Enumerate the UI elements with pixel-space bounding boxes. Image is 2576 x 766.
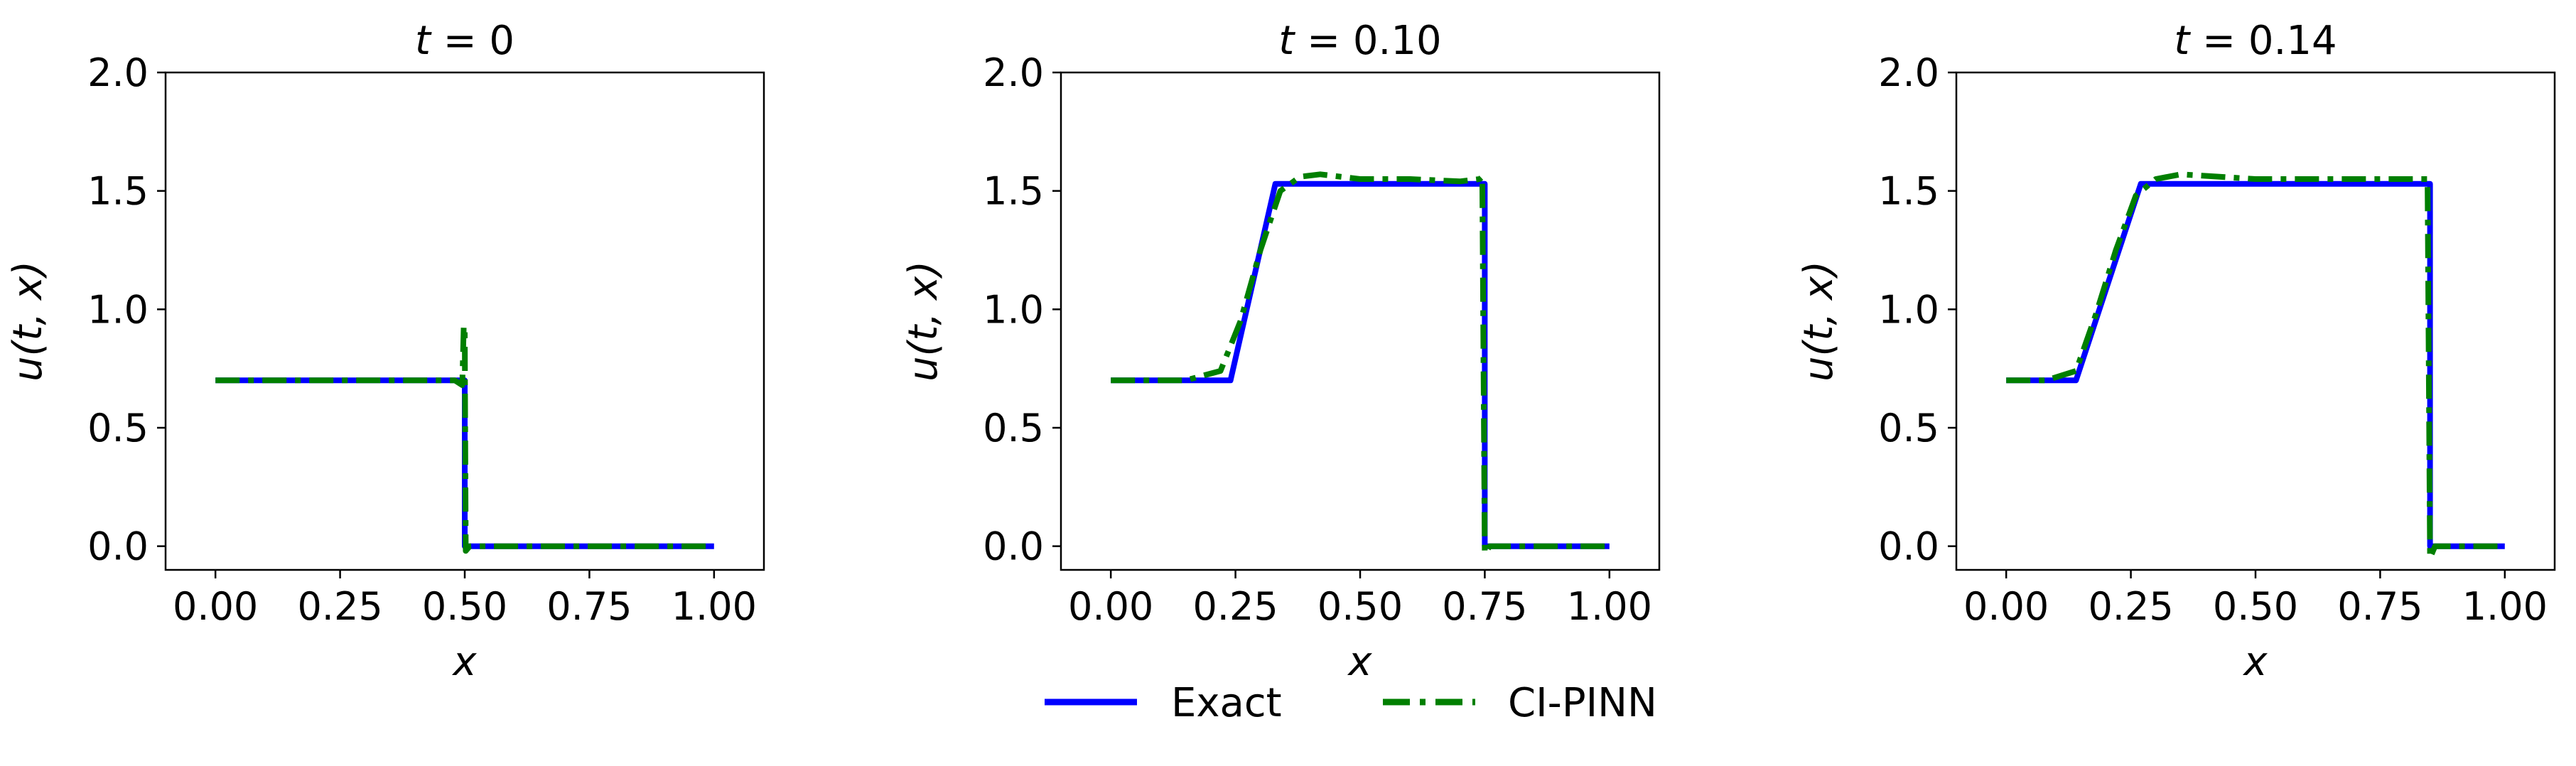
y-tick-label: 1.0 xyxy=(983,287,1044,332)
y-tick-label: 2.0 xyxy=(1878,50,1939,95)
series-line-ci-pinn xyxy=(1111,171,1610,556)
x-tick-label: 0.25 xyxy=(297,584,382,629)
series-line-ci-pinn xyxy=(2006,171,2505,561)
y-tick-label: 0.5 xyxy=(1878,406,1939,451)
y-tick-label: 0.5 xyxy=(983,406,1044,451)
x-axis-label: x xyxy=(2242,639,2268,685)
chart-title: t = 0.10 xyxy=(1278,18,1441,64)
x-tick-label: 1.00 xyxy=(672,584,757,629)
plot-frame xyxy=(1955,71,2556,571)
series-line-exact xyxy=(1111,180,1610,549)
y-axis-label: u(t, x) xyxy=(5,261,51,382)
y-tick-label: 2.0 xyxy=(983,50,1044,95)
y-tick-label: 2.0 xyxy=(87,50,149,95)
y-tick-label: 1.5 xyxy=(87,169,149,214)
x-tick-label: 0.75 xyxy=(546,584,632,629)
series-line-ci-pinn xyxy=(215,323,714,554)
chart-panel-3: 0.00 0.25 0.50 0.75 1.00 0.0 0.5 1.0 1.5 2.0 t = 0… xyxy=(1796,18,2556,685)
y-tick-label: 1.5 xyxy=(983,169,1044,214)
x-tick-label: 1.00 xyxy=(1567,584,1652,629)
x-tick-label: 0.00 xyxy=(173,584,258,629)
legend: Exact CI-PINN xyxy=(1045,680,1657,726)
y-tick-label: 0.0 xyxy=(983,524,1044,569)
x-tick-label: 0.25 xyxy=(1192,584,1278,629)
y-tick-label: 1.5 xyxy=(1878,169,1939,214)
plot-frame xyxy=(1060,71,1661,571)
y-tick-label: 1.0 xyxy=(1878,287,1939,332)
x-tick-label: 0.50 xyxy=(1317,584,1403,629)
x-axis-label: x xyxy=(451,639,477,685)
y-axis-label: u(t, x) xyxy=(1796,261,1842,382)
legend-label-ci-pinn: CI-PINN xyxy=(1508,680,1657,726)
chart-panel-2: 0.00 0.25 0.50 0.75 1.00 0.0 0.5 1.0 1.5 2.0 t = 0… xyxy=(900,18,1661,685)
chart-title: t = 0 xyxy=(415,18,514,64)
x-tick-label: 0.00 xyxy=(1963,584,2049,629)
y-axis-label: u(t, x) xyxy=(900,261,947,382)
y-tick-label: 0.5 xyxy=(87,406,149,451)
y-tick-label: 0.0 xyxy=(1878,524,1939,569)
legend-label-exact: Exact xyxy=(1171,680,1282,726)
y-tick-label: 0.0 xyxy=(87,524,149,569)
chart-title: t = 0.14 xyxy=(2174,18,2337,64)
x-tick-label: 0.25 xyxy=(2088,584,2173,629)
chart-panel-1: 0.00 0.25 0.50 0.75 1.00 0.0 0.5 1.0 1.5 2.0 t = 0… xyxy=(5,18,765,685)
x-axis-label: x xyxy=(1347,639,1372,685)
x-tick-label: 0.00 xyxy=(1068,584,1153,629)
x-tick-label: 0.50 xyxy=(2213,584,2298,629)
x-tick-label: 0.75 xyxy=(1442,584,1527,629)
y-tick-label: 1.0 xyxy=(87,287,149,332)
x-tick-label: 0.75 xyxy=(2337,584,2423,629)
x-tick-label: 1.00 xyxy=(2462,584,2548,629)
chart-panels: 0.00 0.25 0.50 0.75 1.00 0.0 0.5 1.0 1.5 2.0 t = 0… xyxy=(5,18,2556,685)
x-tick-label: 0.50 xyxy=(422,584,507,629)
